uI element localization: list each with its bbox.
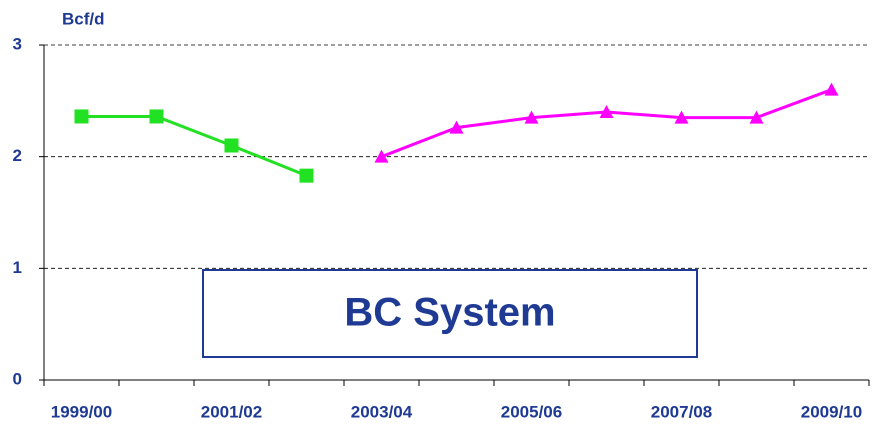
marker xyxy=(749,110,764,124)
marker xyxy=(149,109,164,124)
marker xyxy=(74,109,89,124)
x-tick-label: 1999/00 xyxy=(51,402,112,421)
marker xyxy=(674,110,689,124)
marker xyxy=(599,105,614,118)
marker xyxy=(524,110,539,124)
series-line xyxy=(380,88,833,159)
x-tick-label: 2001/02 xyxy=(201,402,262,421)
marker xyxy=(374,149,389,163)
y-tick-label: 2 xyxy=(13,146,22,165)
y-axis-label: Bcf/d xyxy=(62,9,105,28)
annotation-box xyxy=(202,269,698,358)
x-tick-label: 2009/10 xyxy=(801,402,862,421)
marker xyxy=(224,138,239,153)
marker xyxy=(824,82,839,96)
y-tick-label: 0 xyxy=(13,369,22,388)
y-tick-label: 3 xyxy=(13,34,22,53)
x-tick-label: 2003/04 xyxy=(351,402,413,421)
y-tick-label: 1 xyxy=(13,258,22,277)
annotation: BC System xyxy=(344,291,555,335)
series-line xyxy=(81,114,308,178)
marker xyxy=(449,120,464,134)
x-tick-label: 2005/06 xyxy=(501,402,562,421)
marker xyxy=(299,168,314,183)
x-tick-label: 2007/08 xyxy=(651,402,712,421)
